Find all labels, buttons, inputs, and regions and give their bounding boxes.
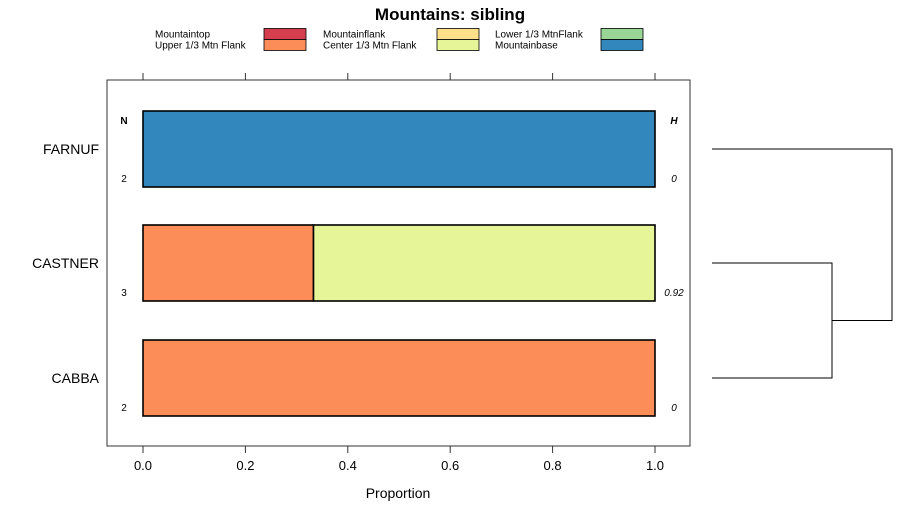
legend-entry: Upper 1/3 Mtn Flank bbox=[155, 39, 307, 52]
legend-label: Upper 1/3 Mtn Flank bbox=[155, 41, 247, 52]
legend-swatch bbox=[436, 28, 480, 40]
legend-entry: Mountainbase bbox=[495, 39, 644, 52]
bar-segment bbox=[142, 110, 656, 188]
n-value: 2 bbox=[121, 174, 127, 185]
dendrogram bbox=[712, 148, 893, 379]
legend-swatch bbox=[436, 39, 480, 51]
bottom-axis: 0.0 0.2 0.4 0.6 0.8 1.0 bbox=[134, 446, 664, 473]
row-label: CASTNER bbox=[32, 255, 99, 271]
row-labels: FARNUF CASTNER CABBA bbox=[32, 141, 100, 386]
legend-label: Center 1/3 Mtn Flank bbox=[323, 41, 417, 52]
chart-title: Mountains: sibling bbox=[375, 5, 525, 24]
legend-swatch bbox=[263, 28, 307, 40]
x-tick-label: 0.0 bbox=[134, 458, 152, 473]
n-value: 3 bbox=[121, 288, 127, 299]
legend-entry: Mountainflank bbox=[323, 28, 480, 41]
row-label: FARNUF bbox=[43, 141, 99, 157]
legend-label: Mountaintop bbox=[155, 30, 210, 41]
legend-swatch bbox=[263, 39, 307, 51]
bar-row bbox=[142, 224, 656, 302]
legend-swatch bbox=[600, 39, 644, 51]
row-label: CABBA bbox=[52, 370, 100, 386]
x-tick-label: 1.0 bbox=[646, 458, 664, 473]
legend-entry: Lower 1/3 MtnFlank bbox=[495, 28, 644, 41]
dendrogram-branch bbox=[712, 262, 833, 379]
plot-frame bbox=[106, 79, 691, 447]
n-value: 2 bbox=[121, 403, 127, 414]
bars bbox=[142, 110, 656, 417]
h-column-header: H bbox=[670, 116, 678, 127]
legend-swatch bbox=[600, 28, 644, 40]
h-values: 0 0.92 0 bbox=[664, 174, 684, 414]
n-column-header: N bbox=[120, 116, 127, 127]
x-tick-label: 0.2 bbox=[236, 458, 254, 473]
x-tick-label: 0.6 bbox=[441, 458, 459, 473]
legend-label: Mountainbase bbox=[495, 41, 558, 52]
legend-label: Lower 1/3 MtnFlank bbox=[495, 30, 584, 41]
legend-entry: Center 1/3 Mtn Flank bbox=[323, 39, 480, 52]
x-tick-label: 0.8 bbox=[544, 458, 562, 473]
h-value: 0.92 bbox=[664, 288, 684, 299]
legend-entry: Mountaintop bbox=[155, 28, 307, 41]
bar-segment bbox=[142, 339, 656, 417]
h-value: 0 bbox=[671, 174, 677, 185]
h-value: 0 bbox=[671, 403, 677, 414]
dendrogram-branch bbox=[712, 148, 893, 321]
bar-segment bbox=[312, 224, 656, 302]
legend-label: Mountainflank bbox=[323, 30, 386, 41]
x-tick-label: 0.4 bbox=[339, 458, 357, 473]
bar-segment bbox=[142, 224, 315, 302]
n-values: 2 3 2 bbox=[121, 174, 127, 414]
bar-row bbox=[142, 339, 656, 417]
bar-row bbox=[142, 110, 656, 188]
top-axis-ticks bbox=[142, 73, 656, 80]
x-axis-label: Proportion bbox=[366, 485, 431, 501]
